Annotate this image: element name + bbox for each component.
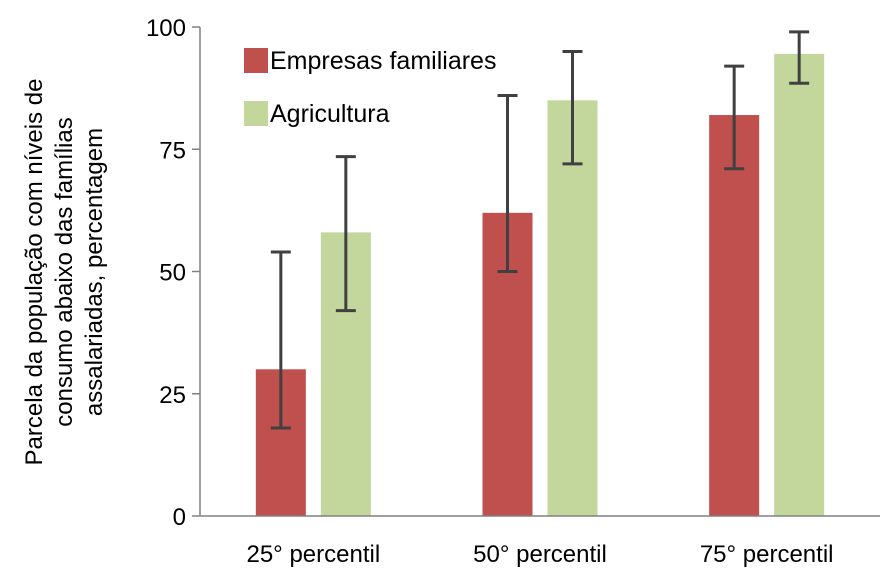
legend: Empresas familiares Agricultura [244, 47, 496, 128]
y-axis-title-line-1: Parcela da população com níveis de [21, 79, 48, 466]
x-axis-labels: 25° percentil 50° percentil 75° percentil [246, 541, 833, 568]
y-axis-title: Parcela da população com níveis de consu… [21, 79, 108, 466]
y-axis-title-line-3: assalariadas, percentagem [81, 128, 108, 416]
error-bars-group [270, 30, 810, 430]
bar [547, 100, 598, 516]
x-tick-label: 25° percentil [246, 541, 380, 568]
y-tick-label: 0 [173, 504, 186, 531]
bar [709, 115, 760, 517]
y-axis-title-line-2: consumo abaixo das famílias [51, 117, 78, 427]
legend-swatch-empresas-familiares [244, 48, 268, 73]
y-tick-label: 50 [159, 260, 186, 287]
legend-label-empresas-familiares: Empresas familiares [270, 47, 496, 75]
y-axis-ticks: 0 25 50 75 100 [146, 15, 200, 531]
x-tick-label: 50° percentil [473, 541, 607, 568]
y-tick-label: 100 [146, 15, 186, 42]
y-tick-label: 25 [159, 382, 186, 409]
y-tick-label: 75 [159, 137, 186, 164]
bar [774, 53, 825, 517]
legend-label-agricultura: Agricultura [270, 100, 390, 128]
bars-group [255, 53, 825, 517]
legend-swatch-agricultura [244, 101, 268, 126]
x-tick-label: 75° percentil [700, 541, 834, 568]
